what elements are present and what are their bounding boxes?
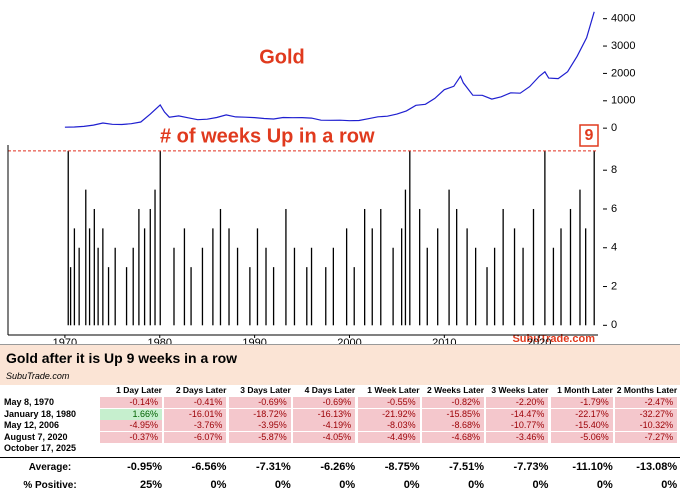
value-cell: -0.69% [228,397,291,408]
value-cell: -8.03% [357,420,420,431]
summary-value: 0% [661,479,678,491]
value-cell: -16.13% [293,408,356,420]
summary-value: -13.08% [636,461,678,473]
value-cell: -2.47% [615,397,678,408]
x-tick-label: 2000 [337,337,361,344]
x-tick-label: 1980 [148,337,172,344]
value-cell: -32.27% [615,408,678,420]
value-cell: -4.49% [357,431,420,443]
value-cell: -0.55% [357,397,420,408]
y-tick-label: 1000 [611,95,635,107]
column-header: 1 Month Later [557,385,613,395]
y-tick-label: 4 [611,242,617,254]
value-cell: -0.41% [164,397,227,408]
y-tick-label: 2 [611,280,617,292]
y-tick-label: 4000 [611,13,635,25]
value-cell: -14.47% [486,408,549,420]
value-cell: 1.66% [100,408,162,420]
summary-value: -0.95% [127,461,162,473]
summary-separator [0,457,680,458]
row-date: October 17, 2025 [4,443,77,453]
value-cell: -15.40% [550,420,613,431]
summary-value: 0% [210,479,227,491]
value-cell: -8.68% [422,420,484,431]
value-cell: -4.05% [293,431,356,443]
annotation: 9 [585,127,594,144]
source: SubuTrade.com [512,333,595,344]
table-title: Gold after it is Up 9 weeks in a row [6,350,238,366]
y-tick-label: 6 [611,203,617,215]
summary-value: 0% [403,479,420,491]
value-cell: -2.20% [486,397,549,408]
gold-title: Gold [259,46,305,68]
table: Gold after it is Up 9 weeks in a row Sub… [0,344,680,494]
y-tick-label: 0 [611,122,617,134]
value-cell: -3.95% [228,420,291,431]
summary-value: -6.56% [191,461,227,473]
table-header-bg [0,344,680,385]
summary-label: Average: [28,462,72,473]
summary-value: -11.10% [572,461,613,473]
value-cell: -7.27% [615,431,678,443]
x-tick-label: 2020 [527,337,551,344]
value-cell: -21.92% [357,408,420,420]
value-cell: -3.46% [486,431,549,443]
summary-value: 0% [468,479,484,491]
row-date: May 8, 1970 [4,397,55,407]
summary-value: 0% [596,479,613,491]
value-cell: -6.07% [164,431,227,443]
summary-value: -7.51% [449,461,484,473]
value-cell: -4.19% [293,420,356,431]
value-cell: -10.77% [486,420,549,431]
column-header: 2 Weeks Later [426,385,484,395]
value-cell: -1.79% [550,397,613,408]
value-cell: -4.68% [422,431,484,443]
column-header: 2 Months Later [616,385,678,395]
row-date: January 18, 1980 [4,408,77,419]
column-header: 3 Days Later [240,385,291,395]
summary-value: 0% [339,479,356,491]
y-tick-label: 3000 [611,40,635,52]
bar-title: # of weeks Up in a row [160,125,375,147]
x-tick-label: 1970 [53,337,77,344]
value-cell: -15.85% [422,408,484,420]
column-header: 1 Day Later [116,385,162,395]
summary-value: -8.75% [384,461,420,473]
row-date: May 12, 2006 [4,420,60,430]
summary-value: 0% [532,479,549,491]
column-header: 3 Weeks Later [491,385,549,395]
table-source: SubuTrade.com [6,371,70,381]
column-header: 2 Days Later [175,385,227,395]
value-cell: -22.17% [550,408,613,420]
y-tick-label: 8 [611,164,617,176]
value-cell: -18.72% [228,408,291,420]
value-cell: -5.87% [228,431,291,443]
column-header: 4 Days Later [304,385,356,395]
chart: Gold # of weeks Up in a row 9 SubuTrade.… [7,11,635,344]
summary-value: 0% [274,479,291,491]
summary-value: -7.73% [513,461,549,473]
summary-value: -7.31% [255,461,291,473]
value-cell: -0.37% [100,431,162,443]
value-cell: -5.06% [550,431,613,443]
gold-line [64,11,595,128]
summary-value: 25% [139,479,162,491]
summary-label: % Positive: [23,480,77,491]
y-tick-label: 2000 [611,67,635,79]
value-cell: -0.82% [422,397,484,408]
annotation-box [579,124,599,147]
value-cell: -0.69% [293,397,356,408]
y-tick-label: 0 [611,319,617,331]
value-cell: -10.32% [615,420,678,431]
value-cell: -4.95% [100,420,162,431]
x-tick-label: 1990 [242,337,266,344]
x-tick-label: 2010 [432,337,456,344]
value-cell: -3.76% [164,420,227,431]
value-cell: -16.01% [164,408,227,420]
row-date: August 7, 2020 [4,431,68,442]
summary-value: -6.26% [320,461,356,473]
column-header: 1 Week Later [367,385,420,395]
value-cell: -0.14% [100,397,162,408]
